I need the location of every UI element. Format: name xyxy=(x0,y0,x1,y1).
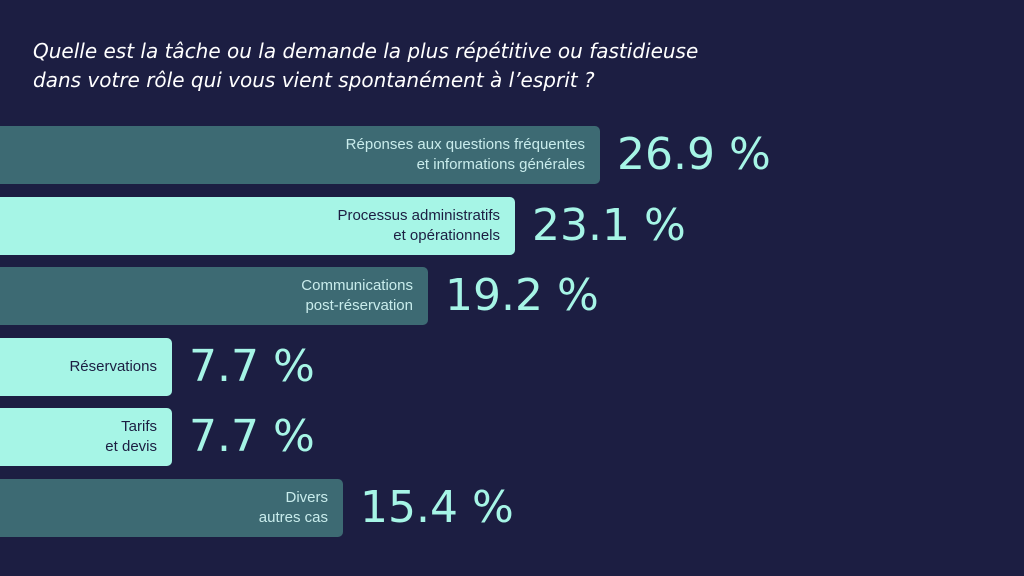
bar-value-label-5: 15.4 % xyxy=(360,482,514,533)
bar-label-5-line-1: autres cas xyxy=(258,509,328,526)
bar-0: Réponses aux questions fréquentes et info… xyxy=(0,126,600,184)
bar-label-1-line-1: et opérationnels xyxy=(393,227,500,244)
bar-value-label-4: 7.7 % xyxy=(189,411,315,462)
chart-title-line-1: Quelle est la tâche ou la demande la plu… xyxy=(33,39,699,63)
bar-label-0-line-0: Réponses aux questions fréquentes xyxy=(345,136,585,153)
bar-value-label-0: 26.9 % xyxy=(617,129,771,180)
bar-label-0: Réponses aux questions fréquentes et info… xyxy=(346,135,585,175)
bar-2: Communications post-réservation xyxy=(0,267,428,325)
chart-title: Quelle est la tâche ou la demande la plu… xyxy=(33,37,833,95)
bar-label-3: Réservations xyxy=(69,357,157,377)
bar-label-1: Processus administratifs et opérationnels xyxy=(337,206,500,246)
bar-label-2: Communications post-réservation xyxy=(301,276,413,316)
bar-value-label-3: 7.7 % xyxy=(189,341,315,392)
chart-title-line-2: dans votre rôle qui vous vient spontaném… xyxy=(33,68,595,92)
bar-label-4: Tarifs et devis xyxy=(105,417,157,457)
bar-3: Réservations xyxy=(0,338,172,396)
bar-label-0-line-1: et informations générales xyxy=(416,156,585,173)
bar-label-4-line-0: Tarifs xyxy=(121,418,157,435)
bar-1: Processus administratifs et opérationnels xyxy=(0,197,515,255)
bar-label-4-line-1: et devis xyxy=(105,438,157,455)
bar-label-1-line-0: Processus administratifs xyxy=(337,207,500,224)
bar-label-2-line-0: Communications xyxy=(301,277,413,294)
bar-4: Tarifs et devis xyxy=(0,408,172,466)
bar-5: Divers autres cas xyxy=(0,479,343,537)
bar-label-2-line-1: post-réservation xyxy=(305,297,413,314)
bar-label-5-line-0: Divers xyxy=(285,489,328,506)
bar-value-label-2: 19.2 % xyxy=(445,270,599,321)
bar-value-label-1: 23.1 % xyxy=(532,200,686,251)
bar-label-5: Divers autres cas xyxy=(259,488,328,528)
bar-label-3-line-0: Réservations xyxy=(69,358,157,375)
